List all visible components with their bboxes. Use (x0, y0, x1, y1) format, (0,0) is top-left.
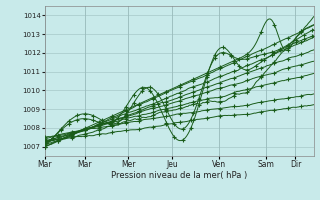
X-axis label: Pression niveau de la mer( hPa ): Pression niveau de la mer( hPa ) (111, 171, 247, 180)
